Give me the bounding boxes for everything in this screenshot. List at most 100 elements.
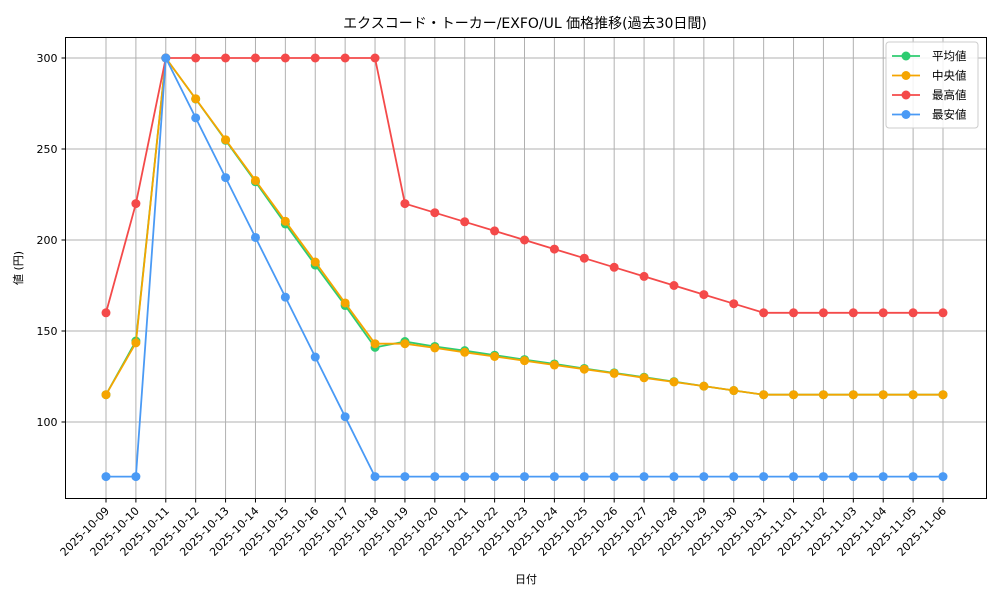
grid-lines — [65, 37, 987, 499]
data-point — [400, 339, 410, 349]
data-point — [848, 390, 858, 400]
legend-marker-icon — [901, 90, 911, 100]
legend-item: 最高値 — [892, 88, 967, 102]
data-point — [549, 244, 559, 254]
data-point — [759, 472, 769, 482]
data-point — [878, 390, 888, 400]
plot-frame — [65, 37, 987, 499]
data-point — [340, 53, 350, 63]
data-point — [250, 232, 260, 242]
data-point — [310, 352, 320, 362]
data-point — [370, 339, 380, 349]
data-point — [280, 292, 290, 302]
data-point — [699, 472, 709, 482]
data-point — [280, 53, 290, 63]
data-point — [579, 364, 589, 374]
y-tick-label: 300 — [37, 52, 58, 65]
data-point — [759, 390, 769, 400]
data-point — [340, 412, 350, 422]
data-point — [669, 281, 679, 290]
data-point — [191, 53, 201, 63]
y-axis-label: 値 (円) — [12, 251, 25, 285]
data-point — [609, 368, 619, 378]
data-point — [549, 360, 559, 370]
data-point — [131, 199, 141, 209]
data-point — [609, 472, 619, 482]
data-point — [878, 308, 888, 318]
data-point — [250, 175, 260, 185]
data-point — [101, 390, 111, 400]
chart-title: エクスコード・トーカー/EXFO/UL 価格推移(過去30日間) — [343, 16, 707, 32]
data-point — [161, 53, 171, 63]
data-point — [221, 173, 231, 183]
legend-marker-icon — [901, 71, 911, 80]
y-tick-label: 150 — [37, 325, 58, 338]
data-point — [490, 351, 500, 361]
data-point — [310, 53, 320, 63]
legend-marker-icon — [901, 51, 911, 61]
data-point — [370, 472, 380, 482]
legend-item: 中央値 — [892, 69, 967, 83]
data-point — [848, 472, 858, 482]
data-point — [669, 377, 679, 387]
y-tick-label: 250 — [37, 143, 58, 156]
data-point — [639, 472, 649, 482]
data-point — [131, 338, 141, 348]
series-layer — [101, 53, 948, 482]
data-point — [460, 472, 470, 482]
data-point — [520, 235, 529, 245]
data-point — [250, 53, 260, 63]
data-point — [938, 390, 948, 400]
data-point — [460, 217, 470, 227]
data-point — [818, 472, 828, 482]
data-point — [789, 390, 799, 400]
data-point — [221, 53, 231, 63]
x-axis: 2025-10-092025-10-102025-10-112025-10-12… — [58, 498, 949, 559]
y-tick-label: 200 — [37, 234, 58, 247]
data-point — [669, 472, 679, 482]
data-point — [579, 472, 589, 482]
data-point — [191, 94, 201, 104]
data-point — [759, 308, 769, 318]
data-point — [878, 472, 888, 482]
data-point — [400, 472, 410, 482]
legend-label: 中央値 — [932, 69, 967, 83]
data-point — [430, 472, 440, 482]
data-point — [460, 347, 470, 357]
data-point — [131, 472, 141, 482]
data-point — [699, 381, 709, 391]
data-point — [310, 257, 320, 267]
legend-box — [885, 41, 979, 129]
legend-label: 最高値 — [932, 88, 967, 102]
data-point — [490, 472, 500, 482]
data-point — [789, 308, 799, 318]
series-line — [101, 53, 948, 482]
data-point — [729, 299, 739, 309]
x-axis-label: 日付 — [515, 573, 537, 586]
y-axis: 100 150 200 250 300 — [37, 52, 66, 429]
data-point — [430, 343, 440, 353]
data-point — [639, 271, 649, 281]
legend-marker-icon — [901, 110, 911, 119]
data-point — [579, 253, 589, 263]
data-point — [699, 290, 709, 300]
data-point — [340, 298, 350, 308]
data-point — [729, 386, 739, 396]
y-tick-label: 100 — [37, 416, 58, 429]
legend-item: 平均値 — [892, 49, 967, 63]
data-point — [729, 472, 739, 482]
data-point — [370, 53, 380, 63]
data-point — [908, 472, 918, 482]
data-point — [520, 472, 529, 482]
data-point — [938, 308, 948, 318]
data-point — [280, 216, 290, 226]
data-point — [400, 199, 410, 209]
legend-item: 最安値 — [892, 108, 967, 122]
data-point — [848, 308, 858, 318]
data-point — [609, 262, 619, 272]
data-point — [101, 472, 111, 482]
legend-label: 平均値 — [932, 49, 967, 63]
data-point — [818, 390, 828, 400]
